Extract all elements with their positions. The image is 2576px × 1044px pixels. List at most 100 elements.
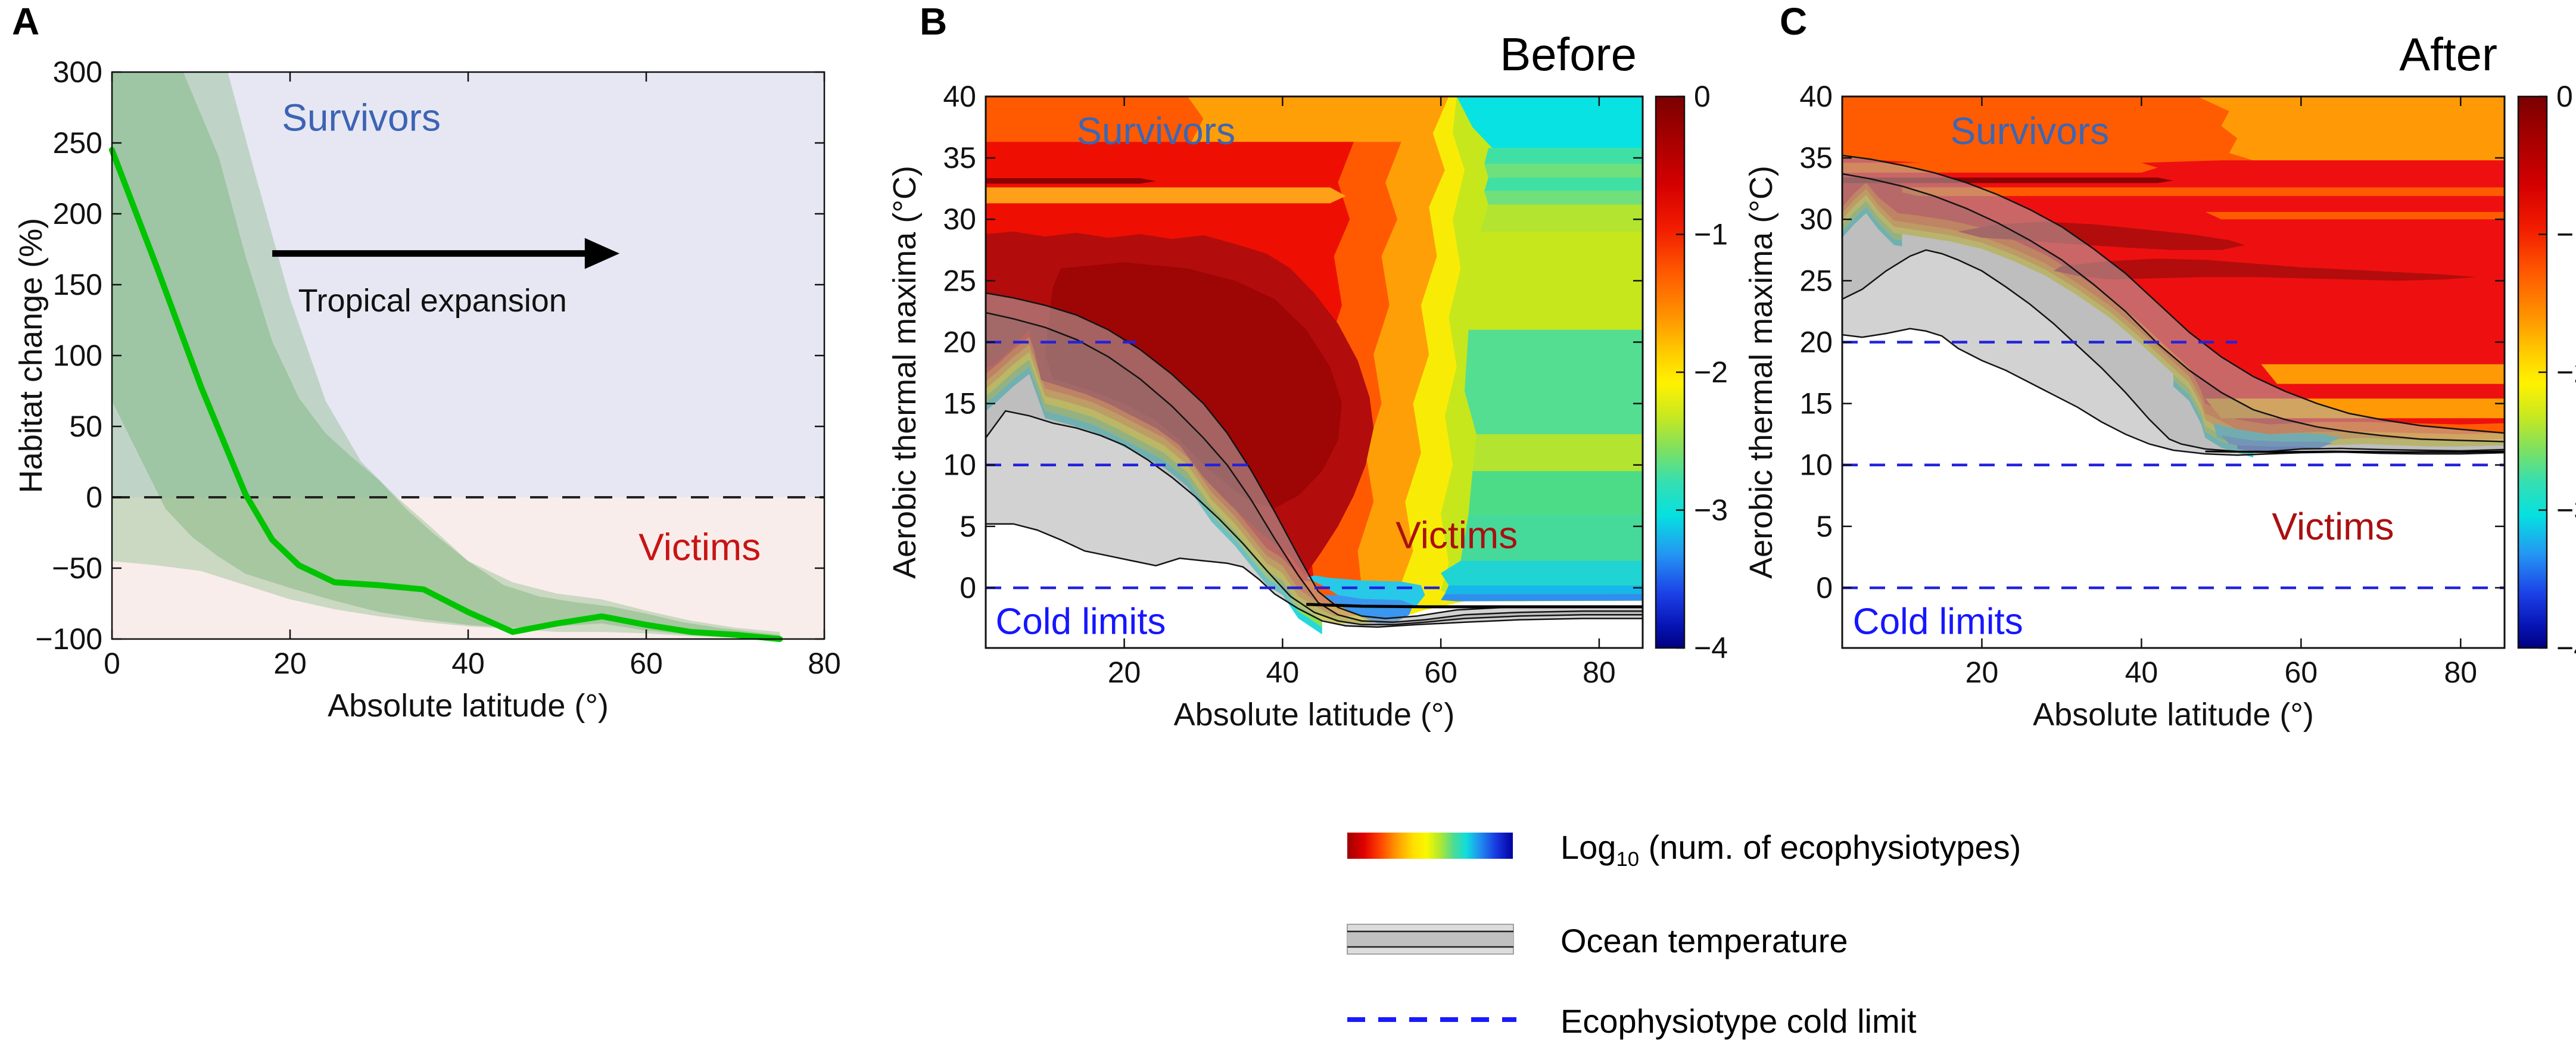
- colorbar-tick-label: −2: [2556, 356, 2576, 389]
- panel-b-title: Before: [1500, 28, 1637, 80]
- y-tick-label: 30: [943, 202, 976, 236]
- y-tick-label: 10: [1799, 448, 1833, 482]
- y-tick-label: 40: [943, 80, 976, 113]
- blob-darkred2: [2054, 258, 2477, 281]
- y-tick-label: 35: [1799, 141, 1833, 174]
- stripe-green2: [1484, 191, 1643, 205]
- colorbar-tick-label: 0: [2556, 80, 2573, 113]
- y-tick-label: 0: [86, 481, 102, 514]
- survivors-label: Survivors: [1950, 110, 2109, 152]
- x-tick-label: 40: [2125, 656, 2158, 689]
- y-tick-label: 5: [1816, 510, 1833, 543]
- y-tick-label: 0: [960, 571, 976, 604]
- dark-line: [986, 178, 1156, 184]
- block-orange-topright: [2197, 96, 2505, 161]
- y-tick-label: 20: [1799, 325, 1833, 359]
- colorbar-tick-label: −3: [2556, 494, 2576, 527]
- x-tick-label: 80: [2444, 656, 2478, 689]
- y-tick-label: 15: [943, 387, 976, 420]
- stripe-green1: [1484, 164, 1643, 178]
- y-tick-label: 200: [53, 197, 102, 230]
- y-tick-label: −100: [35, 622, 102, 656]
- stripe-chartreuse2: [1472, 434, 1643, 471]
- y-axis-label: Aerobic thermal maxima (°C): [1743, 166, 1779, 579]
- contour-field: [986, 96, 1643, 635]
- field-bottom-line: [2205, 450, 2505, 453]
- ocean-band-line-4: [986, 523, 1643, 628]
- survivors-label: Survivors: [282, 96, 441, 139]
- x-tick-label: 20: [1966, 656, 1999, 689]
- colorbar-tick-label: −3: [1694, 494, 1728, 527]
- x-tick-label: 80: [808, 647, 841, 680]
- stripe-green4: [1460, 514, 1643, 561]
- victims-label: Victims: [638, 526, 761, 569]
- survivors-label: Survivors: [1076, 110, 1235, 152]
- x-tick-label: 40: [451, 647, 485, 680]
- field-maroon: [1045, 262, 1342, 508]
- y-tick-label: −50: [52, 551, 102, 585]
- x-tick-label: 20: [1108, 656, 1141, 689]
- ocean-band-inner: [1842, 173, 2505, 451]
- axis-frame: [1841, 95, 2506, 649]
- y-tick-label: 30: [1799, 202, 1833, 236]
- stripe-seafoam2: [1484, 177, 1643, 191]
- y-axis-label: Habitat change (%): [13, 218, 49, 493]
- x-tick-label: 60: [1424, 656, 1457, 689]
- legend-label-colormap-rest: (num. of ecophysiotypes): [1639, 828, 2021, 866]
- y-tick-label: 15: [1799, 387, 1833, 420]
- y-tick-label: 150: [53, 268, 102, 301]
- legend-label-colormap: Log10 (num. of ecophysiotypes): [1560, 829, 2021, 871]
- y-tick-label: 50: [69, 410, 102, 443]
- legend-label-colormap-main: Log: [1560, 828, 1616, 866]
- ocean-band-line-2: [986, 311, 1643, 623]
- cold-limits-label: Cold limits: [996, 601, 1166, 642]
- stripe-chartreuse: [1480, 204, 1643, 232]
- survivors-region: [112, 72, 824, 497]
- colorbar-tick-label: −1: [1694, 218, 1728, 251]
- stripe-cyanblue: [1444, 585, 1643, 594]
- y-tick-label: 10: [943, 448, 976, 482]
- stripe-cyan-low: [1441, 560, 1643, 585]
- stripe-cyan-top: [1456, 96, 1643, 148]
- y-tick-label: 100: [53, 339, 102, 372]
- panel-label-a: A: [12, 0, 40, 43]
- ocean-band-line-1: [986, 292, 1643, 619]
- stripe-orange-mid: [986, 187, 1346, 204]
- cold-limits-label: Cold limits: [1853, 601, 2023, 642]
- legend-label-coldlimit: Ecophysiotype cold limit: [1560, 1002, 1917, 1040]
- ocean-band-line-3: [1842, 249, 2505, 453]
- y-tick-label: 40: [1799, 80, 1833, 113]
- legend-ocean-swatch-inner: [1347, 931, 1513, 947]
- panel-a: 0 20 40 60 80 −100 −50 0 50 100 150 200 250 300 Absolu…: [13, 55, 841, 724]
- x-tick-label: 60: [2285, 656, 2318, 689]
- block-seafoam: [1465, 329, 1643, 435]
- x-tick-label: 40: [1266, 656, 1300, 689]
- x-axis-label: Absolute latitude (°): [1174, 697, 1455, 733]
- x-tick-label: 20: [273, 647, 307, 680]
- panel-c: 20 40 60 80 0 5 10 15 20 25 30 35 40 Absolute latitud…: [1743, 80, 2576, 733]
- tropical-expansion-label: Tropical expansion: [298, 283, 567, 319]
- x-axis-label: Absolute latitude (°): [2033, 697, 2314, 733]
- tropical-expansion-arrow-head: [584, 238, 620, 269]
- legend-gradient-swatch: [1347, 833, 1513, 859]
- panel-label-b: B: [920, 0, 948, 43]
- y-tick-label: 25: [943, 264, 976, 297]
- legend-label-ocean: Ocean temperature: [1560, 922, 1848, 959]
- ocean-band-line-3: [986, 410, 1643, 626]
- victims-region: [112, 497, 824, 639]
- panel-c-title: After: [2399, 28, 2497, 80]
- stripe-green3: [1468, 471, 1643, 515]
- ocean-band-inner: [986, 313, 1643, 625]
- axis-frame: [985, 95, 1644, 649]
- y-tick-label: 20: [943, 325, 976, 359]
- stripe-orangered3: [2205, 211, 2505, 220]
- stripe-orange-low1: [2261, 364, 2505, 384]
- colorbar-tick-label: 0: [1694, 80, 1711, 113]
- colorbar-tick-label: −2: [1694, 356, 1728, 389]
- victims-label: Victims: [2272, 505, 2394, 548]
- y-tick-label: 250: [53, 126, 102, 160]
- habitat-change-line: [109, 147, 783, 642]
- x-tick-label: 0: [104, 647, 120, 680]
- legend-label-colormap-sub: 10: [1616, 848, 1640, 871]
